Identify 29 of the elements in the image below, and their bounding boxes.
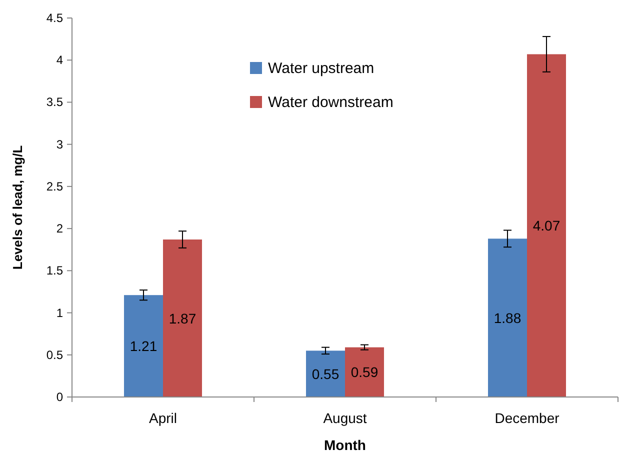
bar	[124, 295, 163, 397]
y-tick-label: 4	[56, 53, 64, 68]
x-tick-label: April	[148, 410, 178, 426]
y-tick-label: 3.5	[46, 95, 64, 110]
y-tick-label: 0	[56, 390, 64, 404]
x-tick-label: December	[494, 410, 560, 426]
data-label: 1.88	[494, 310, 522, 326]
x-axis-title: Month	[324, 437, 366, 453]
x-tick-label: August	[323, 410, 367, 426]
bar	[488, 238, 527, 397]
legend-label: Water downstream	[268, 94, 394, 111]
data-label: 4.07	[532, 218, 560, 234]
bar	[306, 350, 345, 397]
y-tick-label: 2.5	[46, 179, 64, 194]
y-tick-label: 1.5	[46, 264, 64, 278]
y-axis-title: Levels of lead, mg/L	[10, 145, 25, 270]
y-tick-label: 4.5	[46, 11, 64, 25]
y-tick-label: 1	[56, 306, 64, 320]
y-tick-label: 3	[56, 137, 64, 152]
bar	[345, 347, 384, 397]
legend-label: Water upstream	[268, 60, 374, 77]
bar	[163, 240, 202, 397]
data-label: 0.59	[350, 364, 378, 380]
bar	[527, 54, 566, 397]
data-label: 1.21	[130, 338, 158, 354]
data-label: 1.87	[168, 310, 196, 326]
y-tick-label: 0.5	[46, 348, 64, 362]
data-label: 0.55	[312, 366, 340, 382]
y-tick-label: 2	[56, 222, 64, 236]
